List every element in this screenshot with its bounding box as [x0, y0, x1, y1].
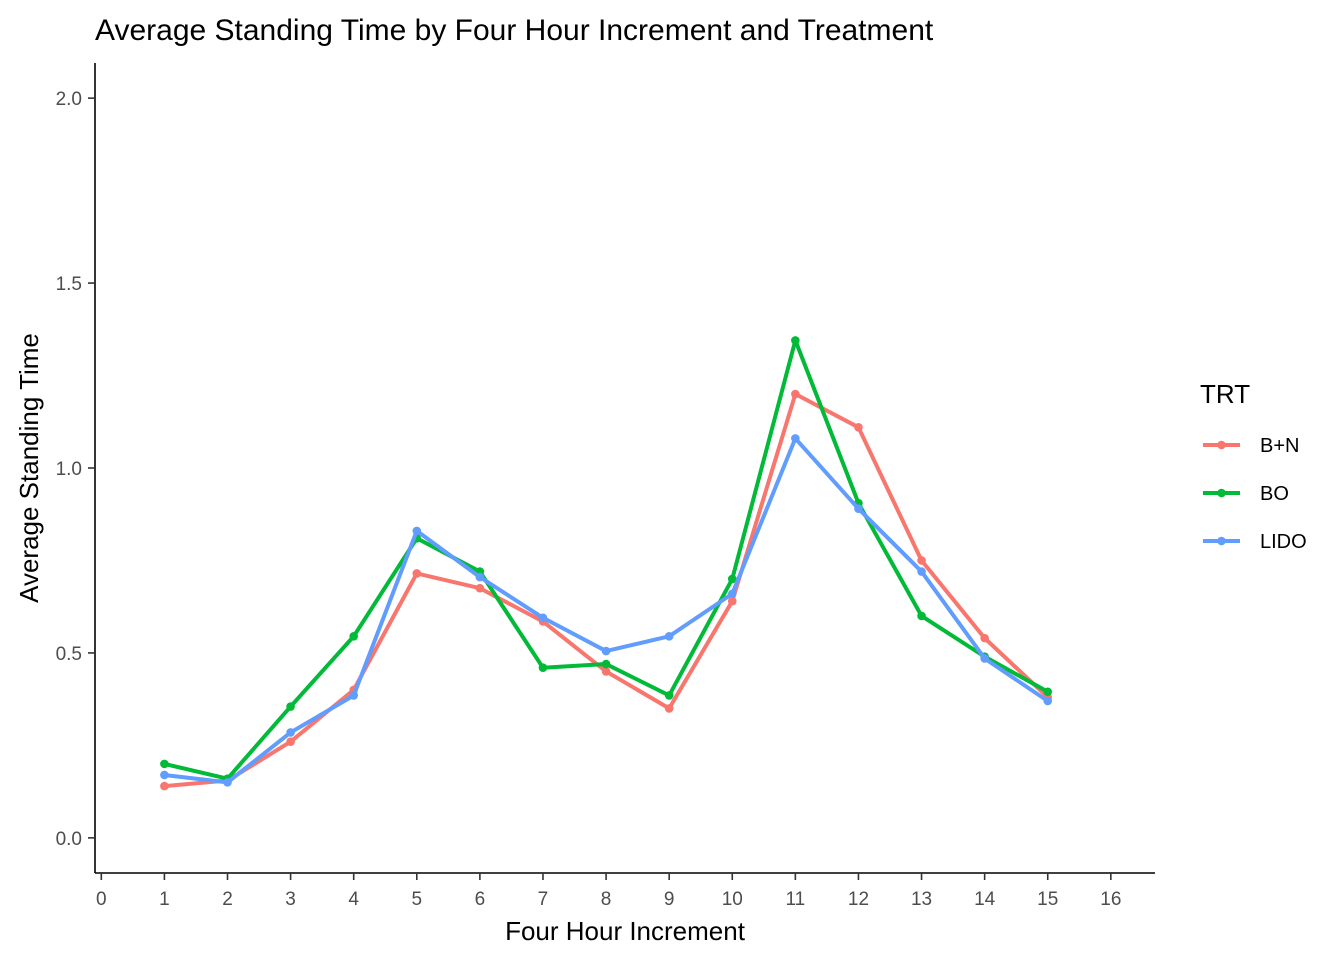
y-axis-ticks: 0.0 0.5 1.0 1.5 2.0	[56, 89, 95, 850]
data-point-lido	[664, 631, 674, 641]
data-point-b-n	[412, 569, 422, 578]
y-tick-label: 2.0	[56, 89, 82, 110]
series-line-lido	[164, 436, 1049, 785]
data-point-b-n	[917, 556, 926, 565]
series-line-bo	[163, 338, 1049, 781]
data-point-lido	[538, 613, 548, 623]
legend-label: B+N	[1260, 435, 1299, 457]
data-point-bo	[286, 702, 295, 711]
data-point-lido	[349, 691, 358, 700]
plot-area	[160, 336, 1053, 791]
legend-label: BO	[1260, 483, 1289, 505]
data-point-lido	[854, 504, 863, 513]
legend-item-b-n: B+N	[1203, 435, 1299, 457]
y-tick-label: 0.0	[56, 829, 82, 850]
x-tick-label: 14	[974, 889, 996, 910]
x-tick-label: 1	[159, 889, 170, 910]
legend-label: LIDO	[1260, 531, 1307, 553]
data-point-lido	[475, 572, 485, 582]
y-tick-label: 1.5	[56, 274, 82, 295]
data-point-b-n	[160, 781, 169, 791]
data-point-lido	[791, 434, 800, 443]
x-tick-label: 9	[664, 889, 675, 910]
data-point-lido	[223, 778, 232, 787]
legend-key-point	[1217, 440, 1226, 450]
data-point-b-n	[854, 423, 863, 432]
data-point-lido	[980, 654, 989, 663]
x-tick-label: 15	[1037, 889, 1058, 910]
data-point-bo	[664, 691, 674, 700]
data-point-lido	[286, 728, 295, 737]
legend-key-point	[1217, 488, 1226, 498]
x-tick-label: 8	[601, 889, 612, 910]
x-tick-label: 3	[285, 889, 296, 910]
data-point-b-n	[601, 667, 611, 676]
data-point-bo	[727, 574, 737, 584]
data-point-bo	[791, 336, 800, 345]
data-point-b-n	[727, 596, 737, 606]
data-point-lido	[1043, 696, 1053, 706]
x-axis-label: Four Hour Increment	[505, 916, 746, 946]
data-point-b-n	[791, 389, 800, 399]
legend-item-lido: LIDO	[1203, 531, 1307, 553]
data-point-bo	[601, 659, 611, 669]
x-tick-label: 7	[538, 889, 549, 910]
data-point-bo	[538, 663, 548, 673]
legend-title: TRT	[1200, 379, 1250, 409]
x-tick-label: 4	[348, 889, 359, 910]
data-point-lido	[160, 770, 169, 780]
data-point-bo	[1043, 687, 1053, 697]
x-tick-label: 6	[475, 889, 486, 910]
data-point-b-n	[475, 583, 485, 593]
x-axis-ticks: 0 1 2 3 4 5 6 7 8 9 10 11 12 13 14 15 16	[96, 873, 1121, 910]
x-tick-label: 13	[911, 889, 932, 910]
x-tick-label: 12	[848, 889, 869, 910]
x-tick-label: 11	[785, 889, 805, 910]
x-tick-label: 5	[411, 889, 422, 910]
x-tick-label: 10	[722, 889, 743, 910]
data-point-b-n	[664, 704, 674, 713]
legend: TRT B+N BO LIDO	[1200, 379, 1307, 553]
data-point-bo	[349, 631, 358, 641]
data-point-lido	[412, 526, 422, 536]
data-point-lido	[727, 589, 737, 599]
data-point-lido	[917, 567, 926, 576]
legend-key-point	[1217, 536, 1226, 546]
y-tick-label: 0.5	[56, 644, 82, 665]
data-point-lido	[601, 646, 611, 656]
chart-title: Average Standing Time by Four Hour Incre…	[95, 14, 934, 47]
data-point-bo	[917, 611, 926, 621]
series-lido	[160, 434, 1053, 787]
y-axis-label: Average Standing Time	[14, 333, 44, 603]
data-point-bo	[160, 759, 169, 769]
data-point-b-n	[980, 633, 989, 643]
x-tick-label: 16	[1100, 889, 1121, 910]
data-point-b-n	[286, 737, 295, 746]
y-tick-label: 1.0	[56, 459, 82, 480]
x-tick-label: 2	[222, 889, 233, 910]
x-tick-label: 0	[96, 889, 107, 910]
legend-item-bo: BO	[1203, 483, 1289, 505]
